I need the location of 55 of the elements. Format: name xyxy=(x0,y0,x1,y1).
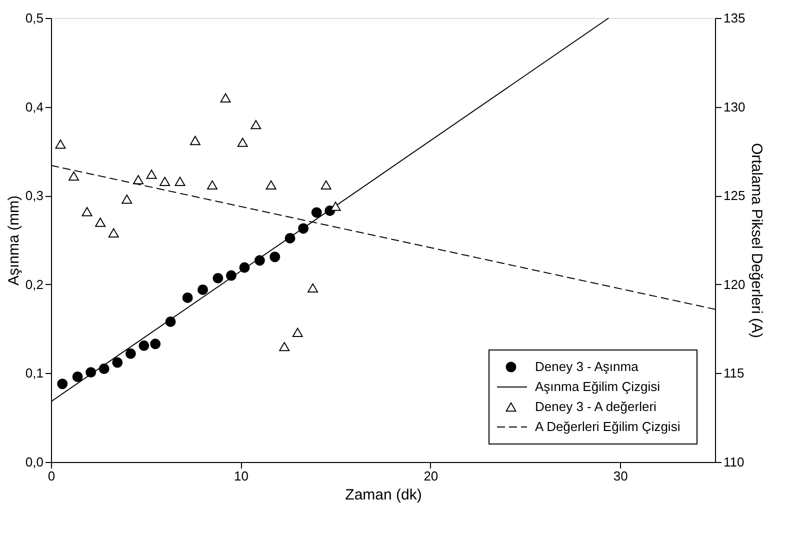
point xyxy=(330,202,341,211)
point xyxy=(182,292,193,303)
y2-tick-label: 110 xyxy=(724,454,744,470)
point xyxy=(270,252,280,262)
point xyxy=(250,120,262,130)
y2-tick-label: 120 xyxy=(724,276,746,292)
point xyxy=(160,176,170,186)
x-axis-title: Zaman (dk) xyxy=(345,486,422,504)
legend-label: A Değerleri Eğilim Çizgisi xyxy=(535,419,680,434)
y-tick-label: 0,0 xyxy=(25,454,44,470)
y-tick-label: 0,1 xyxy=(25,366,44,381)
point xyxy=(133,175,144,184)
point xyxy=(266,180,276,190)
point xyxy=(308,283,318,293)
point xyxy=(220,93,231,103)
point xyxy=(72,372,83,382)
point xyxy=(108,228,119,238)
y2-tick-label: 135 xyxy=(724,10,746,26)
legend-label: Aşınma Eğilim Çizgisi xyxy=(535,379,660,394)
point xyxy=(150,338,161,350)
point xyxy=(57,378,68,390)
point xyxy=(311,207,322,218)
x-tick-label: 0 xyxy=(48,468,56,484)
point xyxy=(125,348,136,359)
x-tick-label: 20 xyxy=(424,468,438,484)
y-axis-title: Aşınma (mm) xyxy=(5,195,22,286)
point xyxy=(190,136,200,146)
legend-label: Deney 3 - Aşınma xyxy=(535,359,640,374)
point xyxy=(68,171,80,181)
point xyxy=(198,284,208,295)
y2-tick-label: 130 xyxy=(724,99,746,114)
y-tick-label: 0,3 xyxy=(25,188,44,204)
y2-tick-label: 115 xyxy=(724,366,744,381)
y2-tick-label: 125 xyxy=(724,188,746,204)
point xyxy=(237,138,248,147)
point xyxy=(279,342,290,352)
point xyxy=(112,357,123,368)
y2-axis-title: Ortalama Piksel Değerleri (A) xyxy=(748,142,766,338)
point xyxy=(146,170,157,179)
point xyxy=(82,206,92,216)
legend-label: Deney 3 - A değerleri xyxy=(535,399,657,414)
point xyxy=(207,180,218,190)
point xyxy=(95,218,106,227)
point xyxy=(320,180,332,190)
point xyxy=(174,176,186,186)
point xyxy=(122,194,132,204)
point xyxy=(55,139,66,149)
y-tick-label: 0,2 xyxy=(25,276,44,292)
y-tick-label: 0,4 xyxy=(25,99,44,114)
x-tick-label: 10 xyxy=(234,468,248,484)
x-tick-label: 30 xyxy=(613,468,628,484)
point xyxy=(138,340,150,351)
point xyxy=(212,272,224,284)
y-tick-label: 0,5 xyxy=(25,10,44,26)
point xyxy=(292,328,303,337)
